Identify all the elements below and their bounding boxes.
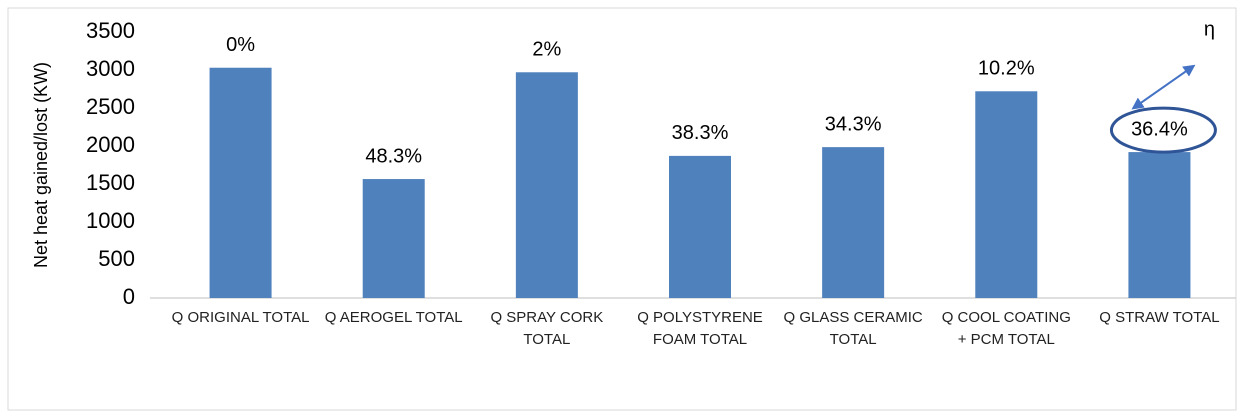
x-tick-label: Q ORIGINAL TOTAL <box>171 309 310 326</box>
bar <box>209 67 272 298</box>
bar <box>822 147 885 298</box>
y-axis-title: Net heat gained/lost (KW) <box>31 62 51 268</box>
bar-annotation: 2% <box>532 39 561 61</box>
bar <box>975 91 1038 298</box>
y-tick-label: 0 <box>123 284 135 309</box>
bar <box>1128 152 1191 298</box>
chart-frame <box>7 7 1237 411</box>
x-tick-label: Q SPRAY CORK TOTAL <box>490 309 604 348</box>
bar-annotation: 10.2% <box>978 58 1035 80</box>
bar-annotation: 48.3% <box>365 145 422 167</box>
bar <box>515 72 578 298</box>
x-tick-label: Q POLYSTYRENE FOAM TOTAL <box>637 309 763 348</box>
highlight-arrow <box>1131 64 1196 110</box>
bar-annotation: 0% <box>226 34 255 56</box>
y-tick-label: 1000 <box>86 208 135 233</box>
y-tick-label: 3500 <box>86 18 135 43</box>
y-tick-label: 3000 <box>86 56 135 81</box>
bar <box>362 179 425 298</box>
bar-annotation: 38.3% <box>672 122 729 144</box>
y-tick-label: 500 <box>98 246 135 271</box>
x-tick-label: Q AEROGEL TOTAL <box>324 309 463 326</box>
highlight-symbol: η <box>1204 18 1215 40</box>
y-tick-label: 1500 <box>86 170 135 195</box>
bar-annotation: 34.3% <box>825 113 882 135</box>
y-tick-label: 2000 <box>86 132 135 157</box>
x-tick-label: Q COOL COATING + PCM TOTAL <box>941 309 1071 348</box>
bar <box>669 155 731 298</box>
x-tick-label: Q STRAW TOTAL <box>1099 309 1220 326</box>
y-tick-label: 2500 <box>86 94 135 119</box>
x-tick-label: Q GLASS CERAMIC TOTAL <box>783 309 923 348</box>
bar-annotation: 36.4% <box>1131 118 1188 140</box>
